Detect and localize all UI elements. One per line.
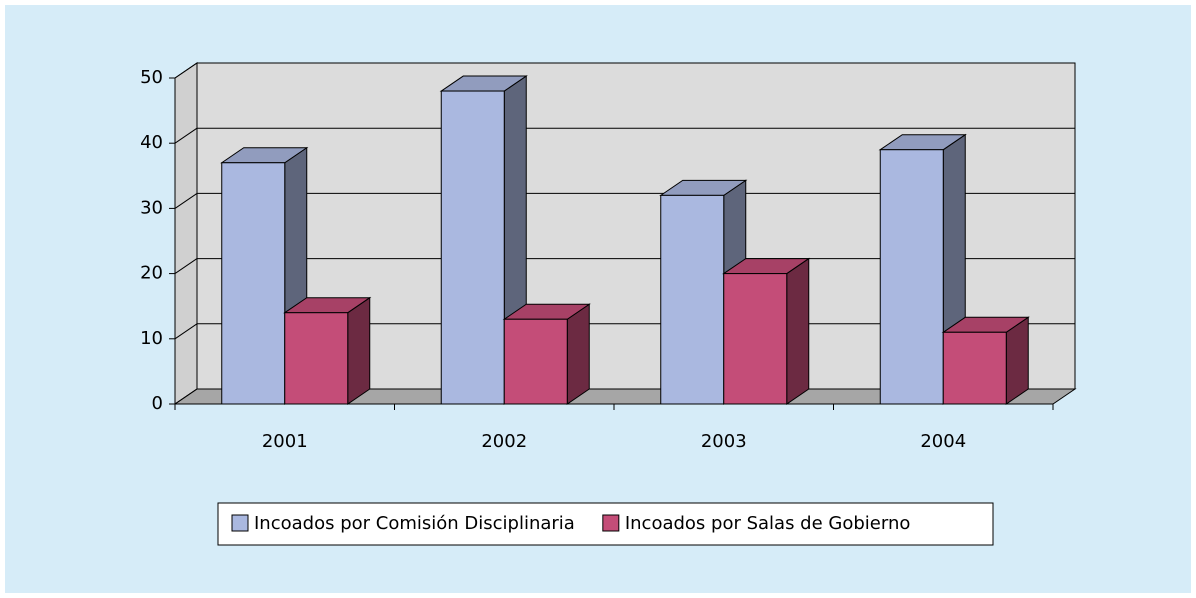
y-tick-label: 50 [140, 67, 163, 88]
y-tick-label: 30 [140, 197, 163, 218]
bar-side [566, 303, 590, 405]
y-tick-label: 10 [140, 328, 163, 349]
legend-label: Incoados por Salas de Gobierno [625, 513, 911, 534]
side-wall [174, 62, 198, 405]
x-tick-label: 2003 [701, 431, 747, 452]
grid-line [174, 323, 198, 340]
y-tick-label: 0 [152, 393, 163, 414]
grid-line [174, 127, 198, 144]
bar [440, 90, 505, 405]
legend-swatch [602, 514, 620, 532]
grid-line [174, 388, 198, 405]
bar [879, 149, 944, 405]
bar [503, 318, 568, 405]
bar-side [786, 257, 810, 405]
bar-side [347, 296, 371, 405]
bar [942, 331, 1007, 405]
x-tick-label: 2004 [920, 431, 966, 452]
grid-line [174, 258, 198, 275]
bar [660, 194, 725, 405]
legend-swatch [231, 514, 249, 532]
bar [723, 273, 788, 405]
bar [221, 162, 286, 405]
legend-label: Incoados por Comisión Disciplinaria [254, 513, 575, 534]
grid-line [174, 192, 198, 209]
y-tick-label: 40 [140, 132, 163, 153]
x-tick-label: 2002 [481, 431, 527, 452]
x-tick-label: 2001 [262, 431, 308, 452]
grid-line [174, 62, 198, 79]
bar [284, 312, 349, 405]
y-tick-label: 20 [140, 263, 163, 284]
